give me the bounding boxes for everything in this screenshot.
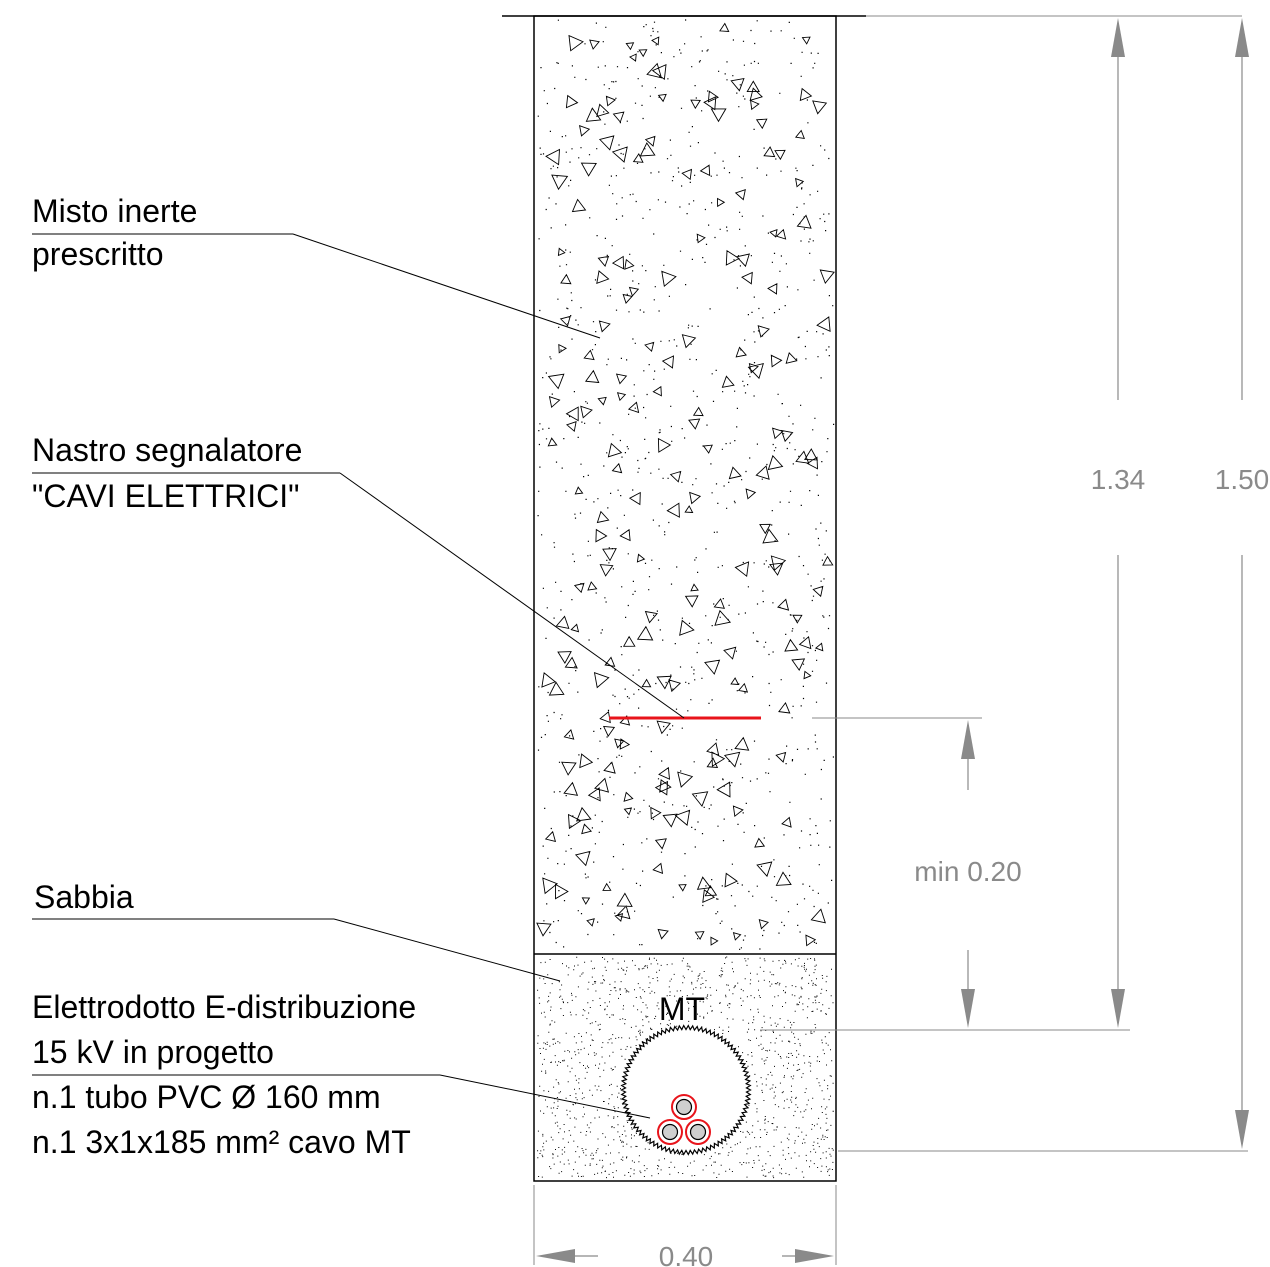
dimension-depth-to-sand: [760, 15, 1242, 1031]
label-fill-line-2: prescritto: [32, 236, 164, 272]
fill-hatch: [536, 19, 835, 950]
label-sand: Sabbia: [32, 879, 561, 982]
dimension-tape-clearance: [812, 717, 982, 1028]
label-power-line: Elettrodotto E-distribuzione 15 kV in pr…: [32, 989, 651, 1160]
dimension-width-value: 0.40: [659, 1241, 714, 1267]
label-sand-text: Sabbia: [34, 879, 134, 915]
label-tape-line-2: "CAVI ELETTRICI": [32, 478, 300, 514]
label-fill: Misto inerte prescritto: [32, 193, 601, 339]
conduit-label: MT: [659, 991, 705, 1027]
dimension-depth-to-sand-value: 1.34: [1091, 464, 1146, 495]
cable-bottom-right: [685, 1119, 711, 1145]
dimension-total-depth-value: 1.50: [1215, 464, 1270, 495]
cable-bottom-left: [657, 1119, 683, 1145]
dimension-tape-clearance-value: min 0.20: [914, 856, 1021, 887]
label-line-1: Elettrodotto E-distribuzione: [32, 989, 416, 1025]
label-line-4: n.1 3x1x185 mm² cavo MT: [32, 1124, 411, 1160]
trench-outline: [533, 15, 837, 1182]
label-tape-line-1: Nastro segnalatore: [32, 432, 302, 468]
pvc-conduit: [620, 1024, 752, 1156]
label-fill-line-1: Misto inerte: [32, 193, 197, 229]
cable-top: [671, 1094, 697, 1120]
label-line-3: n.1 tubo PVC Ø 160 mm: [32, 1079, 381, 1115]
dimension-width: [533, 1185, 837, 1265]
label-line-2: 15 kV in progetto: [32, 1034, 274, 1070]
label-tape: Nastro segnalatore "CAVI ELETTRICI": [32, 432, 685, 719]
mt-cables: [657, 1094, 711, 1145]
dimension-total-depth: [838, 18, 1249, 1152]
